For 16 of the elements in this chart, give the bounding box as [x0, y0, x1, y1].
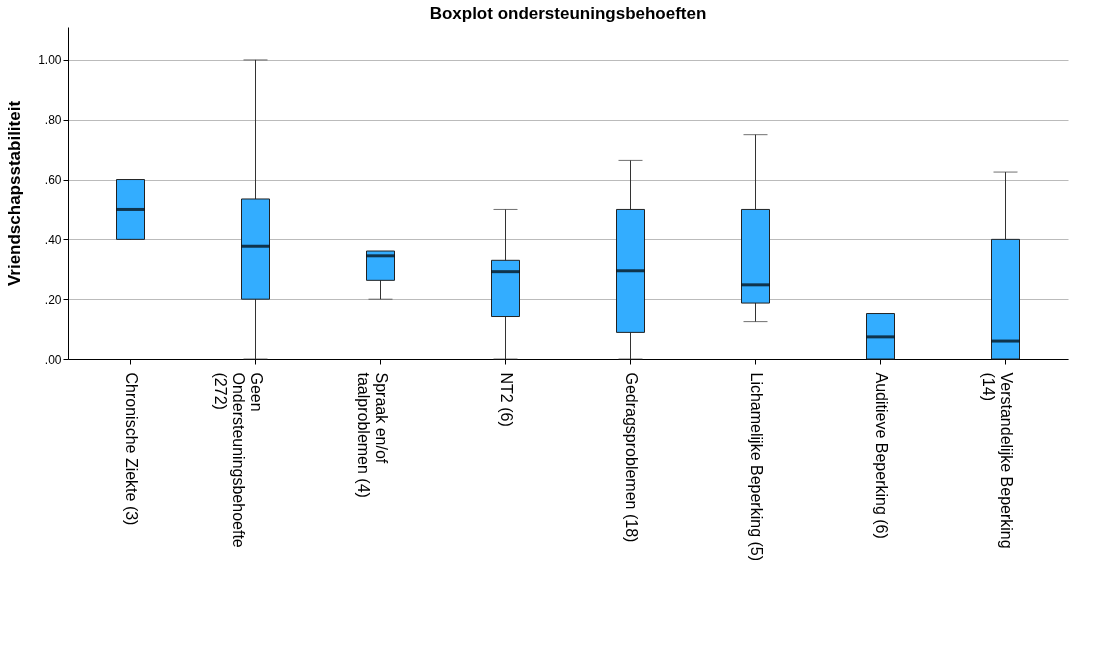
y-tick-label: .00 — [44, 352, 62, 367]
x-tick-label: Verstandelijke Beperking (14) — [979, 372, 1015, 549]
x-tick-label: Geen Ondersteuningsbehoefte (272) — [211, 372, 265, 548]
x-tick-label: Spraak en/of taalproblemen (4) — [354, 372, 390, 498]
x-tick-label: Chronische Ziekte (3) — [122, 372, 140, 526]
y-tick-label: .80 — [44, 113, 62, 128]
y-axis-title: Vriendschapsstabiliteit — [5, 100, 25, 287]
x-tick-label: Gedragsproblemen (18) — [622, 372, 640, 543]
x-tick-label: Auditieve Beperking (6) — [872, 372, 890, 539]
x-tick-label: Lichamelijke Beperking (5) — [747, 372, 765, 562]
chart-title: Boxplot ondersteuningsbehoeften — [429, 4, 707, 23]
y-tick-label: 1.00 — [38, 53, 62, 68]
x-tick-label: NT2 (6) — [497, 372, 515, 427]
y-tick-label: .20 — [44, 292, 62, 307]
y-tick-label: .60 — [44, 173, 62, 188]
y-tick-label: .40 — [44, 232, 62, 247]
